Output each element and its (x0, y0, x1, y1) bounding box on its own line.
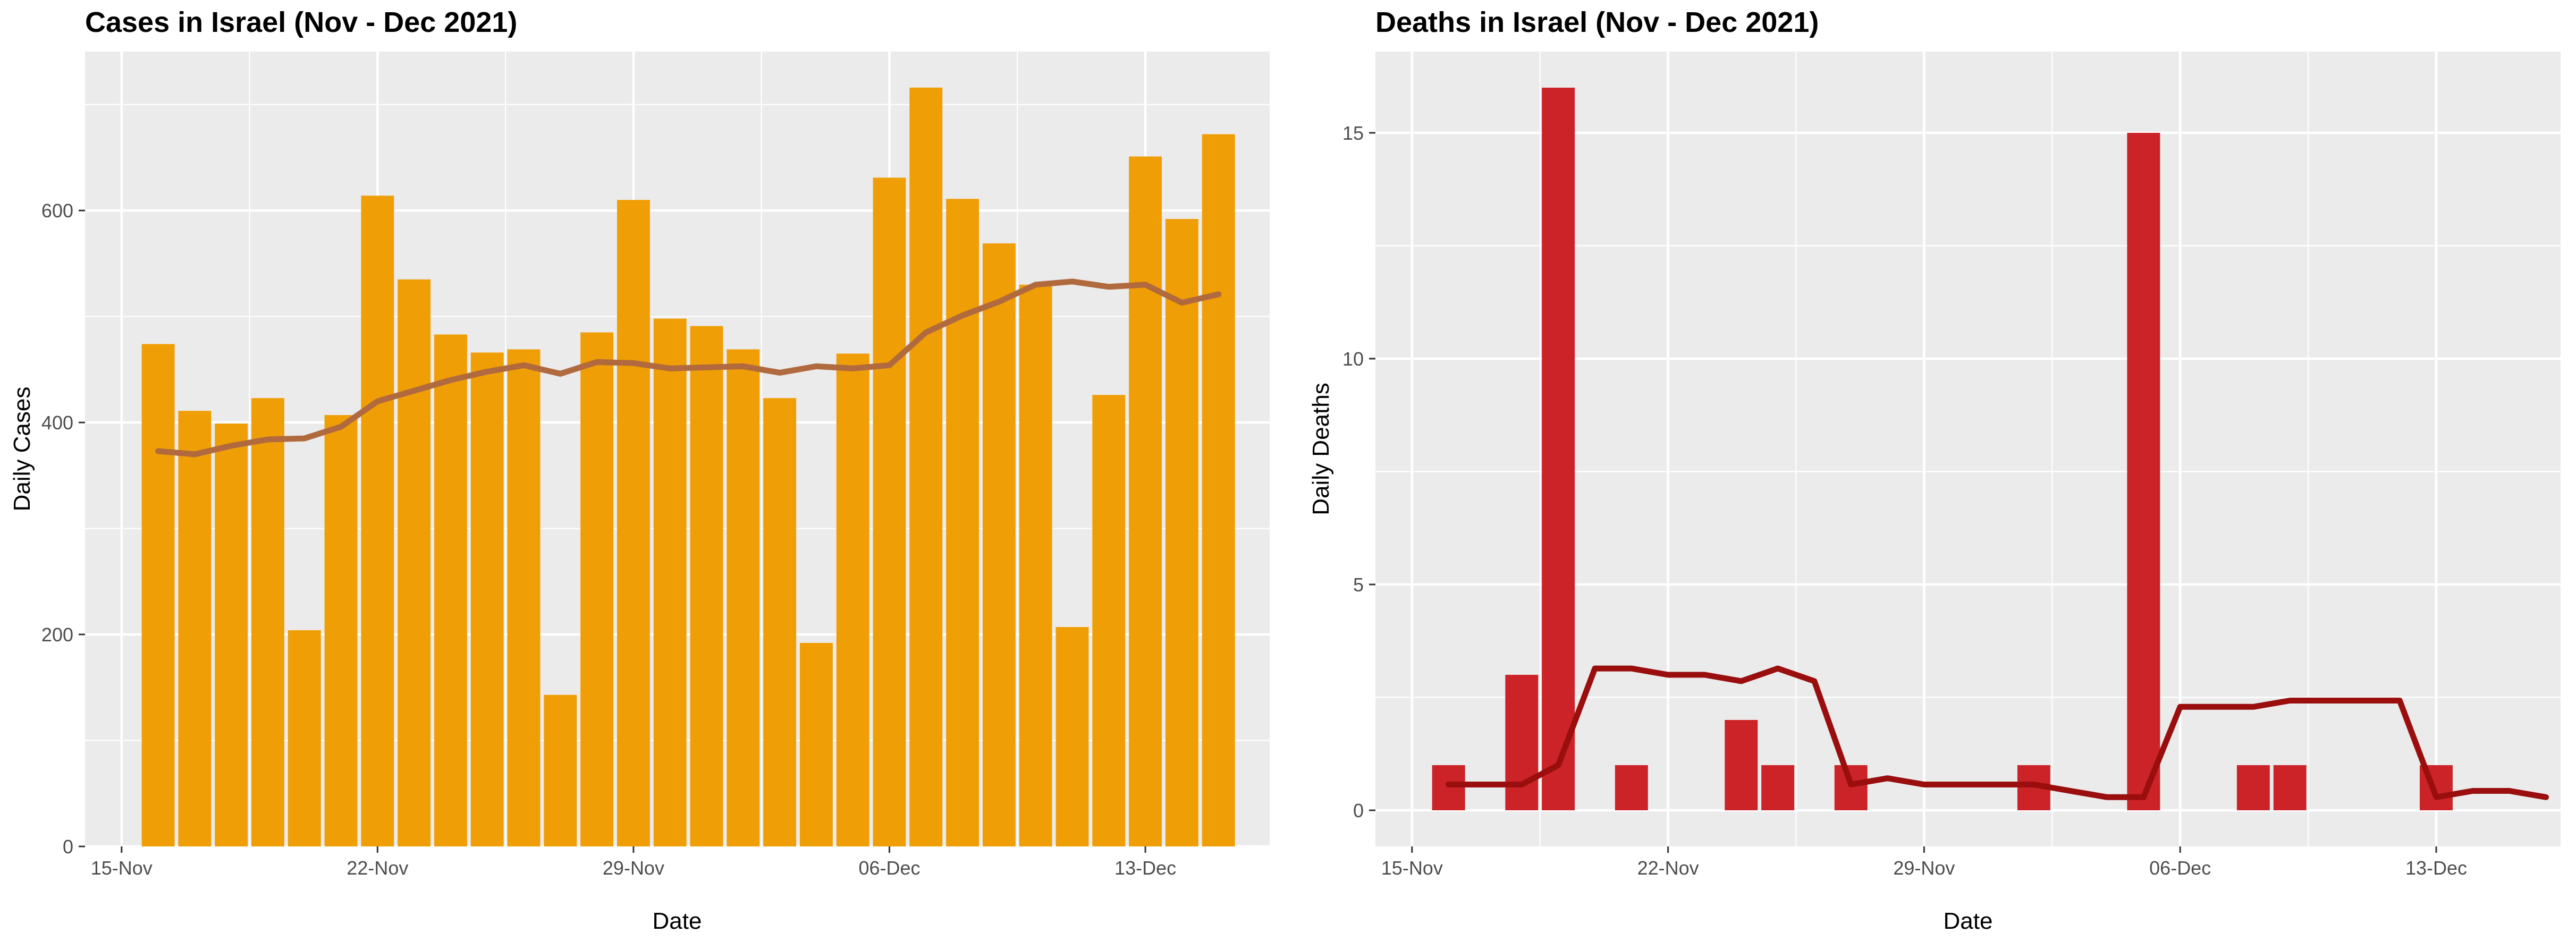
y-tick-label: 400 (41, 412, 73, 434)
deaths-y-axis: 0 5 10 15 (1342, 122, 1375, 821)
cases-bar (653, 318, 687, 846)
x-tick-label: 22-Nov (1637, 857, 1699, 879)
x-tick-label: 06-Dec (2149, 857, 2211, 879)
y-tick-label: 15 (1342, 122, 1364, 144)
x-tick-label: 29-Nov (1893, 857, 1955, 879)
cases-rolling-average-line (155, 278, 1222, 457)
cases-y-axis: 0 200 400 600 (41, 200, 85, 858)
cases-x-axis: 15-Nov 22-Nov 29-Nov 06-Dec 13-Dec (91, 846, 1176, 879)
cases-bar (909, 87, 943, 847)
cases-bar (982, 243, 1016, 846)
deaths-bars (1432, 88, 2453, 810)
cases-bar (1019, 284, 1052, 846)
cases-bar (434, 334, 467, 846)
deaths-bar (2273, 765, 2307, 810)
deaths-bar (1834, 765, 1868, 810)
deaths-y-axis-label: Daily Deaths (1308, 383, 1334, 515)
y-tick-label: 0 (1353, 800, 1364, 821)
cases-bar (1165, 219, 1198, 846)
deaths-bar (1615, 765, 1648, 810)
cases-bar (799, 643, 833, 846)
x-tick-label: 22-Nov (347, 857, 408, 879)
x-tick-label: 13-Dec (1114, 857, 1176, 879)
y-tick-label: 0 (63, 836, 73, 858)
deaths-bar (1761, 765, 1795, 810)
cases-x-axis-label: Date (653, 908, 702, 934)
x-tick-label: 06-Dec (858, 857, 920, 879)
cases-bar (398, 279, 431, 847)
cases-chart-title: Cases in Israel (Nov - Dec 2021) (85, 6, 517, 38)
cases-bar (141, 344, 175, 846)
deaths-bar (1542, 88, 1575, 810)
deaths-bar (2236, 765, 2270, 810)
cases-chart: Cases in Israel (Nov - Dec 2021) 15-Nov 2… (9, 6, 1270, 934)
deaths-gridlines (1375, 52, 2561, 846)
deaths-bar (1432, 765, 1465, 810)
cases-bar (690, 326, 723, 846)
x-tick-label: 15-Nov (91, 857, 153, 879)
cases-bars (141, 87, 1235, 847)
y-tick-label: 10 (1342, 348, 1364, 370)
cases-bar (361, 196, 394, 846)
cases-bar (616, 200, 650, 847)
cases-bar (178, 411, 212, 846)
deaths-chart: Deaths in Israel (Nov - Dec 2021) 15-Nov… (1308, 6, 2561, 934)
cases-bar (324, 415, 358, 846)
cases-bar (544, 694, 577, 846)
deaths-rolling-average-line (1446, 665, 2549, 800)
cases-bar (946, 199, 979, 846)
deaths-x-axis: 15-Nov 22-Nov 29-Nov 06-Dec 13-Dec (1381, 846, 2467, 879)
cases-bar (1202, 134, 1235, 847)
cases-bar (1092, 395, 1126, 846)
deaths-bar (1505, 675, 1539, 810)
cases-bar (215, 423, 248, 846)
cases-bar (470, 352, 504, 846)
cases-bar (727, 349, 760, 846)
y-tick-label: 5 (1353, 574, 1364, 596)
cases-y-axis-label: Daily Cases (9, 387, 35, 512)
cases-bar (251, 398, 284, 846)
cases-bar (763, 398, 797, 846)
x-tick-label: 29-Nov (603, 857, 664, 879)
cases-bar (288, 630, 321, 846)
cases-bar (507, 349, 540, 846)
cases-bar (836, 353, 869, 846)
deaths-bar (1725, 720, 1758, 810)
y-tick-label: 200 (41, 624, 73, 646)
x-tick-label: 13-Dec (2405, 857, 2467, 879)
x-tick-label: 15-Nov (1381, 857, 1443, 879)
y-tick-label: 600 (41, 200, 73, 222)
deaths-x-axis-label: Date (1944, 908, 1993, 934)
deaths-bar (2127, 133, 2160, 810)
cases-bar (1055, 627, 1089, 846)
cases-bar (1129, 156, 1162, 847)
cases-bar (873, 177, 906, 846)
deaths-chart-title: Deaths in Israel (Nov - Dec 2021) (1375, 6, 1819, 38)
cases-bar (580, 332, 614, 846)
